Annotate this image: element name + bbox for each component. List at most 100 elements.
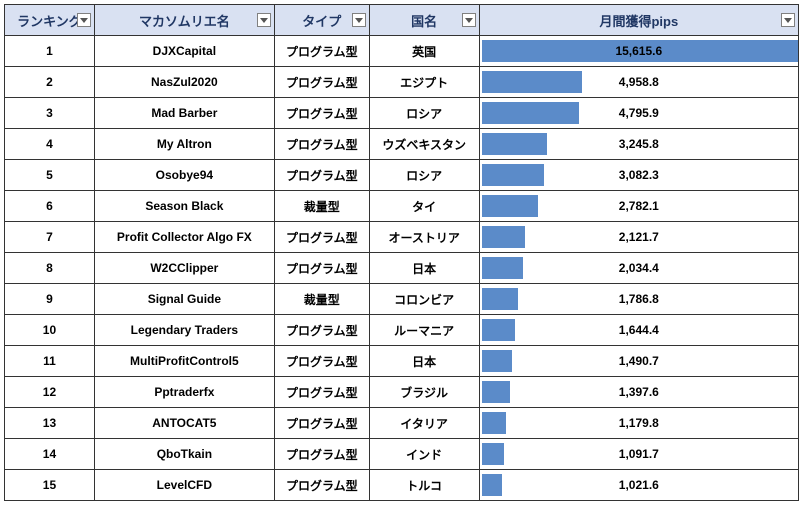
cell-name: Pptraderfx <box>94 377 274 408</box>
header-rank: ランキング <box>5 5 95 36</box>
cell-type: プログラム型 <box>274 408 369 439</box>
cell-pips: 15,615.6 <box>479 36 798 67</box>
ranking-table: ランキング マカソムリエ名 タイプ 国名 <box>4 4 799 501</box>
pips-label: 1,091.7 <box>480 439 798 469</box>
header-name-label: マカソムリエ名 <box>139 14 230 29</box>
filter-button-type[interactable] <box>352 13 366 27</box>
cell-country: ブラジル <box>369 377 479 408</box>
cell-country: ロシア <box>369 160 479 191</box>
cell-rank: 11 <box>5 346 95 377</box>
cell-name: Season Black <box>94 191 274 222</box>
header-pips-label: 月間獲得pips <box>599 14 678 29</box>
header-country-label: 国名 <box>411 14 437 29</box>
header-country: 国名 <box>369 5 479 36</box>
table-row: 7Profit Collector Algo FXプログラム型オーストリア2,1… <box>5 222 799 253</box>
cell-name: QboTkain <box>94 439 274 470</box>
cell-country: コロンビア <box>369 284 479 315</box>
cell-type: プログラム型 <box>274 346 369 377</box>
cell-pips: 2,034.4 <box>479 253 798 284</box>
cell-name: MultiProfitControl5 <box>94 346 274 377</box>
cell-rank: 14 <box>5 439 95 470</box>
cell-name: Osobye94 <box>94 160 274 191</box>
cell-country: エジプト <box>369 67 479 98</box>
table-row: 10Legendary Tradersプログラム型ルーマニア1,644.4 <box>5 315 799 346</box>
header-type: タイプ <box>274 5 369 36</box>
cell-type: プログラム型 <box>274 470 369 501</box>
cell-rank: 1 <box>5 36 95 67</box>
cell-name: Mad Barber <box>94 98 274 129</box>
header-name: マカソムリエ名 <box>94 5 274 36</box>
cell-rank: 15 <box>5 470 95 501</box>
filter-button-rank[interactable] <box>77 13 91 27</box>
cell-type: プログラム型 <box>274 129 369 160</box>
cell-rank: 4 <box>5 129 95 160</box>
pips-label: 1,397.6 <box>480 377 798 407</box>
cell-name: ANTOCAT5 <box>94 408 274 439</box>
cell-rank: 8 <box>5 253 95 284</box>
table-row: 4My Altronプログラム型ウズベキスタン3,245.8 <box>5 129 799 160</box>
chevron-down-icon <box>465 18 473 23</box>
header-pips: 月間獲得pips <box>479 5 798 36</box>
table-row: 14QboTkainプログラム型インド1,091.7 <box>5 439 799 470</box>
cell-rank: 10 <box>5 315 95 346</box>
cell-pips: 2,782.1 <box>479 191 798 222</box>
table-row: 13ANTOCAT5プログラム型イタリア1,179.8 <box>5 408 799 439</box>
cell-rank: 9 <box>5 284 95 315</box>
pips-label: 2,034.4 <box>480 253 798 283</box>
table-row: 1DJXCapitalプログラム型英国15,615.6 <box>5 36 799 67</box>
cell-name: Signal Guide <box>94 284 274 315</box>
cell-pips: 4,795.9 <box>479 98 798 129</box>
cell-pips: 1,490.7 <box>479 346 798 377</box>
cell-country: 日本 <box>369 253 479 284</box>
cell-type: プログラム型 <box>274 439 369 470</box>
cell-name: LevelCFD <box>94 470 274 501</box>
chevron-down-icon <box>260 18 268 23</box>
pips-label: 15,615.6 <box>480 36 798 66</box>
table-body: 1DJXCapitalプログラム型英国15,615.62NasZul2020プロ… <box>5 36 799 501</box>
pips-label: 1,786.8 <box>480 284 798 314</box>
cell-name: Legendary Traders <box>94 315 274 346</box>
table-row: 15LevelCFDプログラム型トルコ1,021.6 <box>5 470 799 501</box>
chevron-down-icon <box>355 18 363 23</box>
cell-rank: 12 <box>5 377 95 408</box>
cell-pips: 3,245.8 <box>479 129 798 160</box>
cell-type: プログラム型 <box>274 98 369 129</box>
header-type-label: タイプ <box>302 14 341 29</box>
pips-label: 2,121.7 <box>480 222 798 252</box>
cell-country: トルコ <box>369 470 479 501</box>
cell-rank: 2 <box>5 67 95 98</box>
pips-label: 1,644.4 <box>480 315 798 345</box>
table-row: 3Mad Barberプログラム型ロシア4,795.9 <box>5 98 799 129</box>
pips-label: 4,795.9 <box>480 98 798 128</box>
cell-pips: 1,644.4 <box>479 315 798 346</box>
cell-type: プログラム型 <box>274 160 369 191</box>
filter-button-name[interactable] <box>257 13 271 27</box>
cell-type: 裁量型 <box>274 284 369 315</box>
cell-pips: 1,397.6 <box>479 377 798 408</box>
cell-type: プログラム型 <box>274 222 369 253</box>
cell-type: プログラム型 <box>274 253 369 284</box>
cell-pips: 4,958.8 <box>479 67 798 98</box>
table-row: 6Season Black裁量型タイ2,782.1 <box>5 191 799 222</box>
cell-type: プログラム型 <box>274 36 369 67</box>
cell-rank: 6 <box>5 191 95 222</box>
cell-country: ウズベキスタン <box>369 129 479 160</box>
cell-pips: 2,121.7 <box>479 222 798 253</box>
pips-label: 2,782.1 <box>480 191 798 221</box>
filter-button-country[interactable] <box>462 13 476 27</box>
table-row: 2NasZul2020プログラム型エジプト4,958.8 <box>5 67 799 98</box>
cell-rank: 13 <box>5 408 95 439</box>
filter-button-pips[interactable] <box>781 13 795 27</box>
chevron-down-icon <box>80 18 88 23</box>
table-row: 9Signal Guide裁量型コロンビア1,786.8 <box>5 284 799 315</box>
cell-rank: 3 <box>5 98 95 129</box>
cell-name: My Altron <box>94 129 274 160</box>
table-row: 8W2CClipperプログラム型日本2,034.4 <box>5 253 799 284</box>
cell-country: 日本 <box>369 346 479 377</box>
cell-country: ルーマニア <box>369 315 479 346</box>
pips-label: 4,958.8 <box>480 67 798 97</box>
cell-name: NasZul2020 <box>94 67 274 98</box>
cell-rank: 5 <box>5 160 95 191</box>
cell-pips: 1,786.8 <box>479 284 798 315</box>
cell-country: ロシア <box>369 98 479 129</box>
